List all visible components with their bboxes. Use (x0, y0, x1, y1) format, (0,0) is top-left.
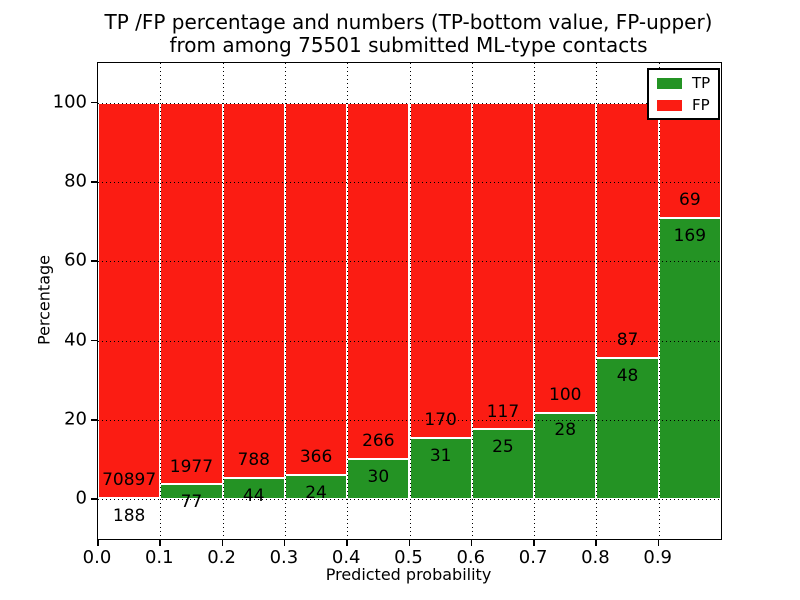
x-tick-3 (283, 540, 286, 546)
v-gridline-0.4 (347, 63, 349, 539)
y-tick-label-4: 80 (64, 170, 87, 192)
plot-area: TP FP 70897 188 1977 77 788 44 366 24 266 30 170 31 1… (97, 62, 722, 540)
v-gridline-0.3 (284, 63, 286, 539)
y-tick-label-5: 100 (52, 91, 87, 113)
fp-bar-segment-7 (534, 102, 597, 413)
x-axis-label: Predicted probability (325, 565, 492, 584)
tp-bar-segment-9 (658, 217, 721, 500)
y-tick-0 (91, 498, 97, 500)
fp-count-label-2: 788 (237, 450, 270, 471)
y-tick-label-3: 60 (64, 249, 87, 271)
fp-count-label-1: 1977 (169, 456, 214, 477)
chart-title-line2: from among 75501 submitted ML-type conta… (169, 33, 648, 57)
fp-count-label-4: 266 (362, 431, 395, 452)
tp-count-label-6: 25 (492, 437, 514, 458)
x-tick-8 (595, 540, 597, 546)
tp-bar-segment-6 (471, 429, 535, 500)
x-tick-label-2: 0.2 (207, 547, 236, 568)
tp-count-label-8: 48 (616, 366, 639, 387)
tp-bar-segment-3 (284, 474, 348, 500)
y-tick-3 (91, 260, 97, 262)
fp-bar-segment-4 (347, 102, 410, 460)
v-gridline-0.8 (596, 63, 598, 539)
v-gridline-0.7 (534, 63, 536, 539)
x-tick-label-4: 0.4 (331, 547, 361, 568)
legend-swatch-tp (657, 77, 682, 89)
x-tick-9 (657, 540, 660, 546)
y-tick-2 (91, 339, 97, 342)
x-tick-label-7: 0.7 (518, 547, 548, 568)
x-tick-6 (470, 540, 473, 546)
y-tick-label-2: 40 (64, 329, 87, 351)
y-tick-1 (91, 419, 97, 421)
x-tick-2 (221, 540, 224, 546)
x-tick-0 (97, 540, 99, 546)
x-tick-label-9: 0.9 (643, 547, 673, 568)
fp-bar-segment-5 (409, 102, 472, 439)
fp-bar-segment-9 (658, 102, 721, 218)
v-gridline-0.2 (222, 63, 224, 539)
tp-count-label-5: 31 (429, 446, 452, 467)
legend-swatch-fp (657, 99, 682, 111)
fp-count-label-5: 170 (424, 410, 457, 431)
x-tick-label-5: 0.5 (394, 547, 423, 568)
tp-count-label-1: 77 (180, 492, 203, 513)
y-tick-4 (91, 181, 97, 183)
tp-count-label-0: 188 (112, 506, 146, 527)
legend-row-tp: TP (657, 74, 710, 92)
x-tick-7 (533, 540, 535, 546)
chart-title: TP /FP percentage and numbers (TP-bottom… (97, 11, 720, 57)
legend-label-fp: FP (692, 96, 710, 114)
legend-row-fp: FP (657, 96, 710, 114)
fp-bar-segment-8 (596, 102, 659, 359)
fp-bar-segment-2 (222, 102, 285, 479)
fp-count-label-9: 69 (679, 189, 701, 210)
v-gridline-0.5 (409, 63, 411, 539)
tp-count-label-3: 24 (305, 482, 327, 503)
v-gridline-0.9 (658, 63, 660, 539)
x-tick-label-1: 0.1 (144, 547, 174, 568)
v-gridline-0.1 (160, 63, 162, 539)
tp-count-label-4: 30 (367, 467, 390, 488)
fp-count-label-8: 87 (616, 330, 639, 351)
fp-count-label-0: 70897 (102, 470, 157, 491)
fp-bar-segment-1 (160, 102, 223, 485)
tp-bar-segment-4 (347, 459, 410, 500)
fp-count-label-3: 366 (299, 446, 333, 467)
y-tick-label-0: 0 (75, 487, 87, 509)
x-tick-label-0: 0.0 (82, 547, 112, 568)
fp-bar-segment-6 (471, 102, 535, 430)
chart-title-line1: TP /FP percentage and numbers (TP-bottom… (104, 10, 713, 34)
x-tick-4 (346, 540, 348, 546)
fp-bar-segment-0 (98, 102, 161, 499)
y-tick-label-1: 20 (64, 408, 87, 430)
legend-label-tp: TP (692, 74, 711, 92)
tp-count-label-9: 169 (673, 225, 707, 246)
legend: TP FP (647, 68, 721, 120)
x-tick-label-6: 0.6 (456, 547, 486, 568)
fp-bar-segment-3 (284, 102, 348, 475)
tp-count-label-7: 28 (554, 420, 577, 441)
y-tick-5 (91, 101, 97, 104)
x-tick-1 (159, 540, 161, 546)
x-tick-label-3: 0.3 (269, 547, 299, 568)
fp-count-label-7: 100 (549, 384, 582, 405)
v-gridline-0.6 (471, 63, 473, 539)
tp-count-label-2: 44 (242, 486, 265, 507)
x-tick-5 (408, 540, 410, 546)
x-tick-label-8: 0.8 (581, 547, 610, 568)
fp-count-label-6: 117 (486, 401, 520, 422)
